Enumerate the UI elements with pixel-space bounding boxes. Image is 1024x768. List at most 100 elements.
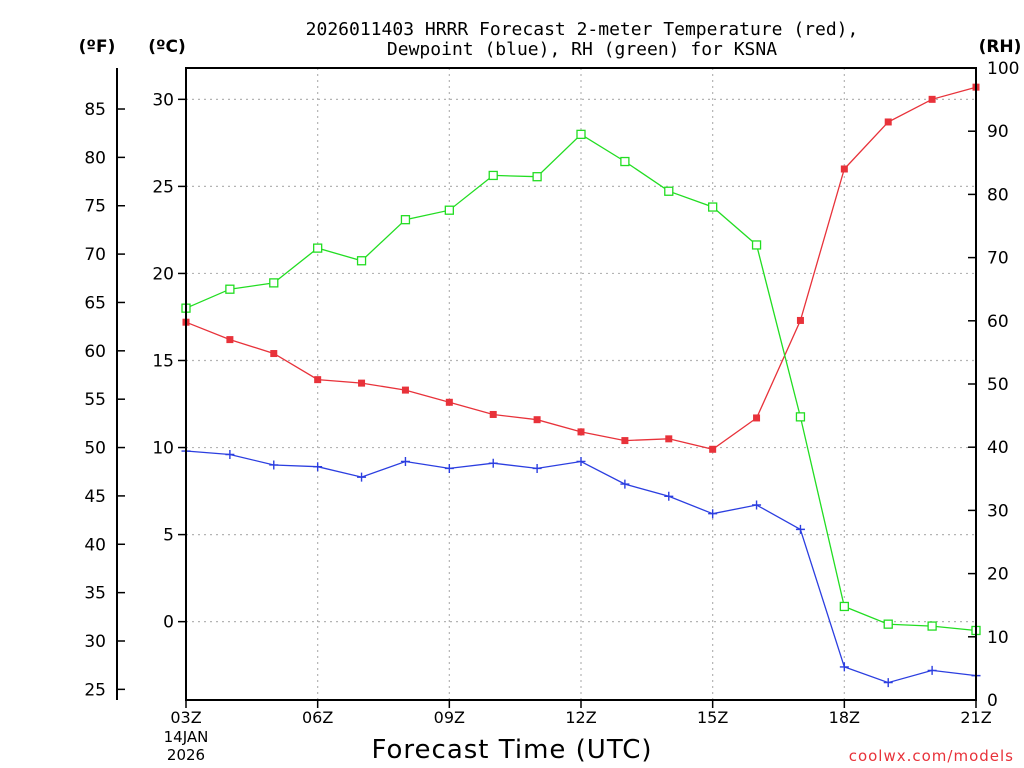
dewpoint-point bbox=[269, 460, 279, 470]
rh-point bbox=[927, 621, 937, 631]
celsius-tick-label: 5 bbox=[163, 526, 174, 546]
celsius-tick-label: 20 bbox=[152, 264, 174, 284]
x-axis-label: Forecast Time (UTC) bbox=[371, 735, 652, 765]
dewpoint-point bbox=[664, 491, 674, 501]
dewpoint-point bbox=[795, 524, 805, 534]
fahrenheit-tick-label: 25 bbox=[84, 680, 106, 700]
temperature-point bbox=[358, 379, 366, 387]
temperature-point bbox=[226, 336, 234, 344]
rh-tick-label: 80 bbox=[987, 185, 1009, 205]
rh-tick-label: 40 bbox=[987, 438, 1009, 458]
rh-tick-label: 0 bbox=[987, 691, 998, 711]
rh-point bbox=[620, 156, 630, 167]
x-tick-label: 03Z bbox=[170, 708, 201, 727]
chart-title-line-1: 2026011403 HRRR Forecast 2-meter Tempera… bbox=[306, 19, 859, 40]
dewpoint-point bbox=[708, 509, 718, 519]
temperature-point bbox=[753, 414, 761, 422]
rh-point bbox=[664, 186, 674, 196]
dewpoint-point bbox=[839, 662, 849, 672]
dewpoint-point bbox=[883, 678, 893, 688]
grid-layer bbox=[186, 68, 976, 700]
rh-tick-label: 100 bbox=[987, 59, 1019, 79]
celsius-tick-label: 30 bbox=[152, 90, 174, 110]
rh-tick-label: 90 bbox=[987, 122, 1009, 142]
fahrenheit-tick-label: 40 bbox=[84, 535, 106, 555]
temperature-point bbox=[577, 428, 585, 436]
temperature-point bbox=[928, 95, 936, 103]
dewpoint-point bbox=[620, 479, 630, 489]
chart-title-line-2: Dewpoint (blue), RH (green) for KSNA bbox=[387, 39, 777, 60]
rh-tick-label: 30 bbox=[987, 501, 1009, 521]
rh-point bbox=[708, 202, 718, 212]
fahrenheit-tick-label: 50 bbox=[84, 439, 106, 459]
x-date-line-2: 2026 bbox=[167, 746, 205, 764]
rh-point bbox=[532, 172, 542, 182]
dewpoint-point bbox=[532, 463, 542, 473]
temperature-point bbox=[796, 316, 804, 324]
celsius-tick-label: 25 bbox=[152, 177, 174, 197]
rh-tick-label: 50 bbox=[987, 375, 1009, 395]
dewpoint-point bbox=[357, 472, 367, 482]
fahrenheit-tick-label: 85 bbox=[84, 100, 106, 120]
credit-text: coolwx.com/models bbox=[849, 747, 1014, 765]
celsius-unit-label: (ºC) bbox=[148, 37, 186, 57]
fahrenheit-tick-label: 30 bbox=[84, 632, 106, 652]
fahrenheit-tick-label: 60 bbox=[84, 342, 106, 362]
fahrenheit-tick-label: 65 bbox=[84, 293, 106, 313]
fahrenheit-tick-label: 45 bbox=[84, 487, 106, 507]
dewpoint-point bbox=[400, 456, 410, 466]
temperature-point bbox=[401, 386, 409, 394]
celsius-tick-label: 10 bbox=[152, 439, 174, 459]
axes-layer: 03Z 06Z 09Z 12Z 15Z 18Z 21Z0510152025302530354… bbox=[84, 59, 1019, 727]
dewpoint-point bbox=[225, 450, 235, 460]
fahrenheit-tick-label: 80 bbox=[84, 148, 106, 168]
celsius-tick-label: 0 bbox=[163, 613, 174, 633]
temperature-point bbox=[445, 398, 453, 406]
x-tick-label: 18Z bbox=[829, 708, 860, 727]
fahrenheit-tick-label: 70 bbox=[84, 245, 106, 265]
rh-point bbox=[356, 256, 367, 266]
rh-point bbox=[576, 129, 586, 140]
plot-frame bbox=[185, 67, 977, 701]
celsius-tick-label: 15 bbox=[152, 351, 174, 371]
temperature-point bbox=[270, 350, 278, 358]
temperature-point bbox=[314, 376, 322, 384]
rh-line bbox=[185, 133, 977, 632]
rh-point bbox=[269, 278, 279, 288]
temperature-point bbox=[665, 435, 673, 443]
rh-point bbox=[313, 243, 323, 253]
rh-tick-label: 60 bbox=[987, 312, 1009, 332]
dewpoint-point bbox=[752, 500, 762, 510]
rh-tick-label: 20 bbox=[987, 565, 1009, 585]
temperature-point bbox=[884, 118, 892, 126]
rh-point bbox=[839, 601, 849, 612]
rh-tick-label: 70 bbox=[987, 249, 1009, 269]
x-tick-label: 06Z bbox=[302, 708, 333, 727]
rh-point bbox=[883, 619, 893, 629]
fahrenheit-tick-label: 55 bbox=[84, 390, 106, 410]
rh-unit-label: (RH) bbox=[979, 37, 1022, 57]
rh-point bbox=[444, 205, 454, 215]
rh-point bbox=[488, 170, 498, 181]
fahrenheit-unit-label: (ºF) bbox=[79, 37, 116, 57]
rh-point bbox=[795, 412, 806, 422]
dewpoint-point bbox=[444, 463, 454, 473]
temperature-point bbox=[621, 437, 629, 445]
dewpoint-point bbox=[927, 665, 937, 675]
x-date-line-1: 14JAN bbox=[164, 728, 209, 746]
x-tick-label: 12Z bbox=[565, 708, 596, 727]
x-tick-label: 09Z bbox=[434, 708, 465, 727]
temperature-point bbox=[489, 410, 497, 418]
x-tick-label: 21Z bbox=[960, 708, 991, 727]
temperature-point bbox=[840, 165, 848, 173]
x-tick-label: 15Z bbox=[697, 708, 728, 727]
rh-point bbox=[400, 215, 411, 225]
dewpoint-point bbox=[313, 462, 323, 472]
rh-point bbox=[751, 240, 762, 250]
dewpoint-point bbox=[488, 458, 498, 468]
rh-tick-label: 10 bbox=[987, 628, 1009, 648]
rh-point bbox=[225, 284, 235, 294]
dewpoint-point bbox=[576, 456, 586, 466]
fahrenheit-tick-label: 75 bbox=[84, 197, 106, 217]
